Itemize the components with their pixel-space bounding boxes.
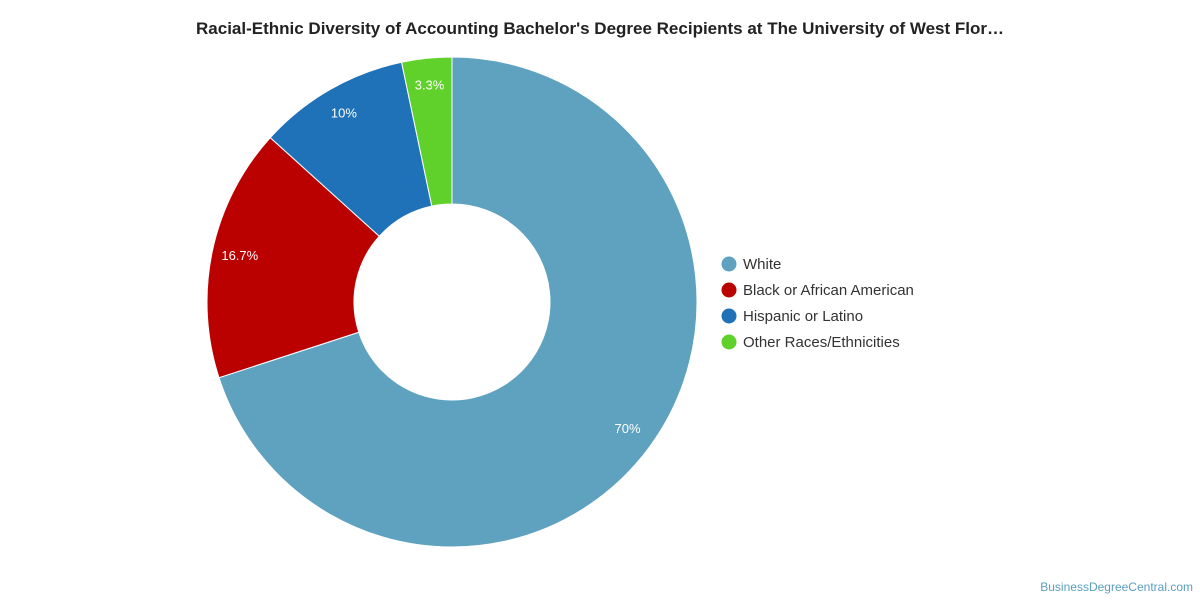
legend-label-black-or-african-american: Black or African American <box>743 282 914 299</box>
legend-label-white: White <box>743 256 781 273</box>
chart-title: Racial-Ethnic Diversity of Accounting Ba… <box>196 19 1004 38</box>
credit-text[interactable]: BusinessDegreeCentral.com <box>1040 580 1193 594</box>
legend-label-other-races-ethnicities: Other Races/Ethnicities <box>743 334 900 351</box>
legend-item-black-or-african-american[interactable]: Black or African American <box>721 282 914 299</box>
slices-group <box>206 56 698 548</box>
legend-marker-other-races-ethnicities <box>721 334 737 350</box>
legend-marker-black-or-african-american <box>721 282 737 298</box>
legend-label-hispanic-or-latino: Hispanic or Latino <box>743 308 863 325</box>
slice-label-black-or-african-american: 16.7% <box>221 248 258 263</box>
slice-label-white: 70% <box>615 421 641 436</box>
legend-item-white[interactable]: White <box>721 256 782 273</box>
slice-labels-group: 70% 16.7% 10% 3.3% <box>221 78 641 436</box>
slice-white[interactable] <box>218 56 698 548</box>
legend-marker-hispanic-or-latino <box>721 308 737 324</box>
legend-item-other-races-ethnicities[interactable]: Other Races/Ethnicities <box>721 334 900 351</box>
slice-other-races-ethnicities[interactable] <box>400 56 453 207</box>
legend-marker-white <box>721 256 737 272</box>
slice-label-hispanic-or-latino: 10% <box>331 105 357 120</box>
legend-item-hispanic-or-latino[interactable]: Hispanic or Latino <box>721 308 864 325</box>
slice-label-other-races-ethnicities: 3.3% <box>415 78 445 93</box>
legend: White Black or African American Hispanic o… <box>721 256 914 351</box>
